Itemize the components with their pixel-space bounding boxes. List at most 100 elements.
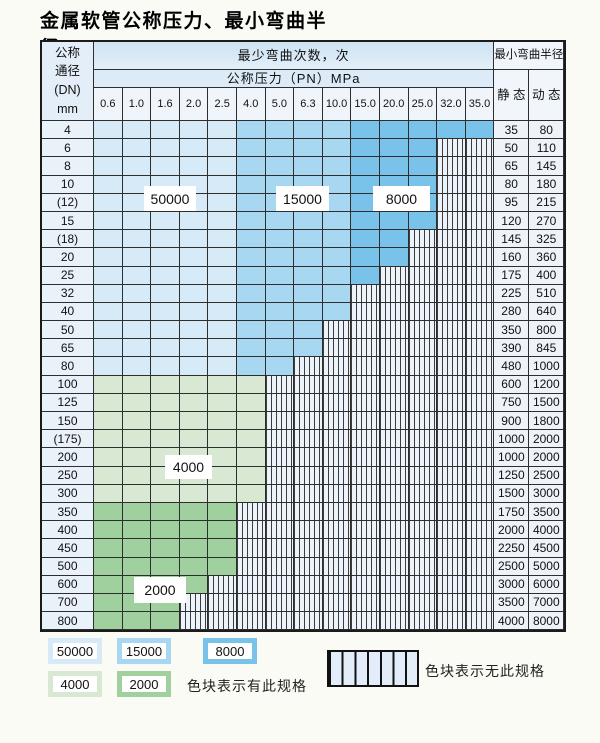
no-spec-cell	[379, 321, 409, 340]
no-spec-cell	[265, 521, 295, 540]
no-spec-cell	[437, 557, 466, 576]
cycle-cell	[236, 248, 266, 267]
no-spec-cell	[437, 157, 466, 176]
cycle-cell	[151, 121, 180, 140]
no-spec-cell	[465, 266, 495, 285]
cycle-cell	[265, 321, 295, 340]
cycle-cell	[179, 557, 209, 576]
dynamic-value-cell: 1000	[529, 357, 565, 376]
static-value-cell: 65	[494, 157, 530, 176]
static-value-cell: 95	[494, 193, 530, 212]
no-spec-cell	[437, 448, 466, 467]
cycle-cell	[236, 393, 266, 412]
cycle-cell	[408, 211, 438, 231]
no-spec-cell	[408, 484, 438, 503]
pressure-value-header: 10.0	[322, 88, 352, 121]
cycle-cell	[265, 121, 295, 140]
cycle-cell	[122, 484, 152, 503]
no-spec-cell	[465, 157, 495, 176]
pressure-value-header: 2.5	[208, 88, 237, 121]
no-spec-cell	[351, 539, 380, 558]
no-spec-cell	[379, 575, 409, 594]
pressure-value-header: 2.0	[179, 88, 209, 121]
no-spec-cell	[265, 502, 295, 522]
no-spec-cell	[208, 593, 237, 613]
cycle-cell	[94, 248, 123, 267]
cycle-cell	[351, 157, 380, 176]
cycle-cell	[151, 393, 180, 412]
cycle-cell	[208, 302, 237, 322]
no-spec-cell	[379, 521, 409, 540]
dynamic-value-cell: 3500	[529, 502, 565, 522]
pressure-value-header: 35.0	[465, 88, 495, 121]
cycle-cell	[122, 612, 152, 631]
cycle-cell	[236, 193, 266, 212]
cycle-cell	[208, 448, 237, 467]
no-spec-cell	[408, 357, 438, 376]
no-spec-cell	[322, 448, 352, 467]
no-spec-cell	[408, 248, 438, 267]
cycle-cell	[208, 321, 237, 340]
cycle-cell	[208, 339, 237, 358]
no-spec-cell	[265, 612, 295, 631]
cycle-cell	[294, 248, 323, 267]
cycle-cell	[208, 230, 237, 249]
static-value-cell: 50	[494, 139, 530, 158]
dn-cell: 800	[42, 612, 94, 631]
cycle-cell	[151, 266, 180, 285]
no-spec-cell	[179, 612, 209, 631]
radius-header: 最小弯曲半径	[494, 42, 565, 70]
cycle-cell	[179, 139, 209, 158]
no-spec-cell	[322, 430, 352, 449]
legend-swatch-8000: 8000	[203, 638, 257, 664]
pressure-header: 公称压力（PN）MPa	[94, 70, 495, 88]
no-spec-cell	[294, 484, 323, 503]
page-title: 金属软管公称压力、最小弯曲半径	[40, 10, 328, 59]
cycle-cell	[94, 211, 123, 231]
no-spec-cell	[379, 412, 409, 431]
no-spec-cell	[465, 593, 495, 613]
no-spec-cell	[351, 502, 380, 522]
dynamic-value-cell: 3000	[529, 484, 565, 503]
no-spec-cell	[465, 357, 495, 376]
cycle-cell	[294, 302, 323, 322]
cycle-cell	[151, 248, 180, 267]
dynamic-value-cell: 360	[529, 248, 565, 267]
cycle-cell	[151, 612, 180, 631]
cycle-cell	[151, 211, 180, 231]
no-spec-cell	[179, 593, 209, 613]
no-spec-cell	[294, 612, 323, 631]
cycle-cell	[151, 430, 180, 449]
cycle-cell	[151, 321, 180, 340]
no-spec-cell	[437, 175, 466, 194]
cycle-cell	[122, 121, 152, 140]
cycle-cell	[208, 248, 237, 267]
no-spec-cell	[294, 502, 323, 522]
no-spec-cell	[408, 430, 438, 449]
no-spec-cell	[294, 412, 323, 431]
dn-cell: 65	[42, 339, 94, 358]
dn-cell: 4	[42, 121, 94, 140]
no-spec-cell	[379, 484, 409, 503]
no-spec-cell	[351, 357, 380, 376]
dynamic-value-cell: 2500	[529, 466, 565, 485]
cycle-cell	[94, 502, 123, 522]
cycle-cell	[122, 302, 152, 322]
cycle-cell	[236, 139, 266, 158]
static-value-cell: 3500	[494, 593, 530, 613]
no-spec-cell	[265, 466, 295, 485]
no-spec-cell	[408, 502, 438, 522]
cycle-cell	[351, 230, 380, 249]
cycle-cell	[236, 430, 266, 449]
dn-cell: 125	[42, 393, 94, 412]
no-spec-cell	[322, 393, 352, 412]
cycle-cell	[294, 121, 323, 140]
static-value-cell: 390	[494, 339, 530, 358]
no-spec-cell	[379, 375, 409, 394]
no-spec-cell	[437, 412, 466, 431]
no-spec-cell	[265, 539, 295, 558]
no-spec-cell	[465, 175, 495, 194]
cycle-cell	[208, 284, 237, 303]
cycle-cell	[208, 430, 237, 449]
no-spec-cell	[465, 430, 495, 449]
